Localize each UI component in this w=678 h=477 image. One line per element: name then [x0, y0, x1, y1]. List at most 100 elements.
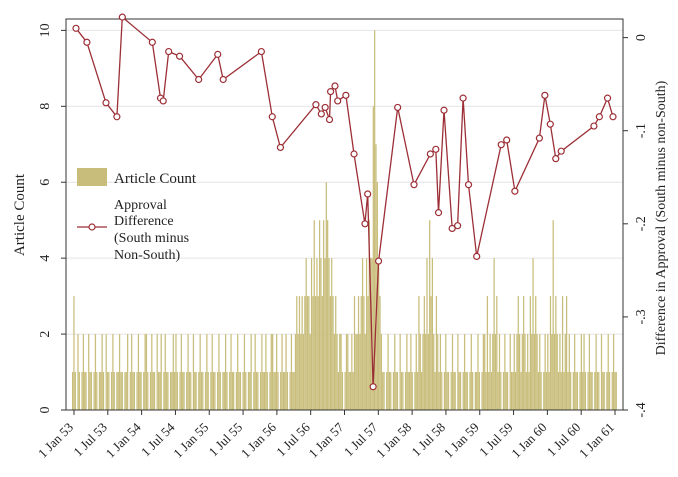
article-count-bar — [457, 334, 459, 410]
article-count-bar — [120, 372, 122, 410]
approval-point — [118, 13, 126, 21]
article-count-bar — [223, 372, 225, 410]
article-count-bar — [606, 372, 608, 410]
approval-point — [410, 181, 418, 189]
article-count-bar — [198, 372, 200, 410]
article-count-bar — [243, 334, 246, 410]
article-count-bar — [325, 182, 327, 410]
article-count-bar — [598, 372, 600, 410]
article-count-bar — [513, 334, 515, 410]
article-count-bar — [195, 372, 197, 410]
left-tick-label: 2 — [38, 331, 53, 338]
article-count-bar — [594, 372, 596, 410]
article-count-bar — [402, 372, 404, 410]
right-axis-label: Difference in Approval (South minus non-… — [654, 80, 669, 355]
article-count-bar — [476, 372, 478, 410]
approval-point — [552, 155, 560, 163]
article-count-bar — [149, 372, 152, 410]
article-count-bar — [82, 334, 84, 410]
article-count-bar — [324, 258, 326, 410]
legend-bar-label: Article Count — [114, 171, 197, 187]
article-count-bar — [304, 296, 306, 410]
article-count-bar — [202, 372, 204, 410]
article-count-bar — [590, 372, 592, 410]
article-count-bar — [296, 296, 298, 410]
article-count-bar — [394, 334, 396, 410]
article-count-bar — [520, 372, 522, 410]
article-count-bar — [439, 334, 442, 410]
legend-bar-swatch — [77, 168, 107, 186]
article-count-bar — [365, 258, 368, 410]
approval-point — [426, 150, 434, 158]
article-count-bar — [400, 372, 403, 410]
article-count-bar — [502, 372, 505, 410]
article-count-bar — [494, 334, 497, 410]
left-tick-label: 4 — [38, 255, 53, 262]
article-count-bar — [588, 334, 591, 410]
approval-point — [165, 47, 173, 56]
article-count-bar — [549, 296, 552, 410]
approval-point — [603, 94, 612, 102]
article-count-bar — [378, 258, 380, 410]
article-count-bar — [535, 296, 537, 410]
approval-point — [541, 91, 549, 99]
article-count-bar — [433, 334, 435, 410]
article-count-bar — [131, 334, 133, 410]
article-count-bar — [591, 372, 593, 410]
approval-point — [334, 97, 342, 105]
article-count-bar — [548, 372, 550, 410]
right-tick-label: -.2 — [634, 216, 649, 231]
article-count-bar — [559, 334, 561, 410]
article-count-bar — [356, 334, 358, 410]
article-count-bar — [583, 334, 585, 410]
article-count-bar — [463, 334, 466, 410]
article-count-bar — [169, 372, 172, 410]
article-count-bar — [143, 372, 145, 410]
approval-point — [325, 115, 334, 124]
article-count-bar — [137, 334, 140, 410]
article-count-bar — [318, 220, 321, 410]
approval-point — [113, 113, 121, 121]
article-count-bar — [89, 372, 91, 410]
article-count-bar — [112, 334, 114, 410]
article-count-bar — [280, 372, 282, 410]
article-count-bar — [431, 258, 433, 410]
article-count-bar — [363, 296, 365, 410]
left-tick-label: 10 — [38, 23, 53, 37]
approval-point — [595, 113, 603, 121]
article-count-bar — [333, 334, 335, 410]
article-count-bar — [277, 372, 279, 410]
approval-point — [364, 190, 372, 198]
article-count-bar — [514, 372, 517, 410]
article-count-bar — [101, 334, 103, 410]
approval-point — [317, 110, 325, 118]
x-tick-label: 1 Jan 55 — [170, 420, 211, 461]
approval-point — [440, 106, 448, 114]
article-count-bar — [348, 372, 350, 410]
approval-point — [214, 50, 222, 58]
article-count-bar — [454, 372, 456, 410]
article-count-bar — [551, 334, 553, 410]
article-count-bar — [282, 372, 284, 410]
approval-difference-line — [75, 15, 614, 387]
article-count-bar — [396, 372, 399, 410]
article-count-bar — [321, 296, 323, 410]
approval-point — [374, 257, 383, 265]
article-count-bar — [159, 372, 161, 410]
article-count-bar — [218, 334, 220, 410]
article-count-bar — [602, 372, 604, 410]
article-count-bar — [472, 372, 474, 410]
article-count-bar — [555, 296, 557, 410]
right-tick-label: -.1 — [634, 123, 649, 138]
article-count-bar — [157, 372, 160, 410]
article-count-bar — [74, 372, 76, 410]
article-count-bar — [281, 334, 283, 410]
article-count-bar — [539, 334, 541, 410]
article-count-bar — [132, 372, 134, 410]
article-count-bar — [563, 372, 565, 410]
article-count-bar — [124, 372, 126, 410]
article-count-bars — [72, 30, 617, 411]
article-count-bar — [359, 334, 361, 410]
article-count-bar — [300, 334, 302, 410]
article-count-bar — [235, 372, 238, 410]
